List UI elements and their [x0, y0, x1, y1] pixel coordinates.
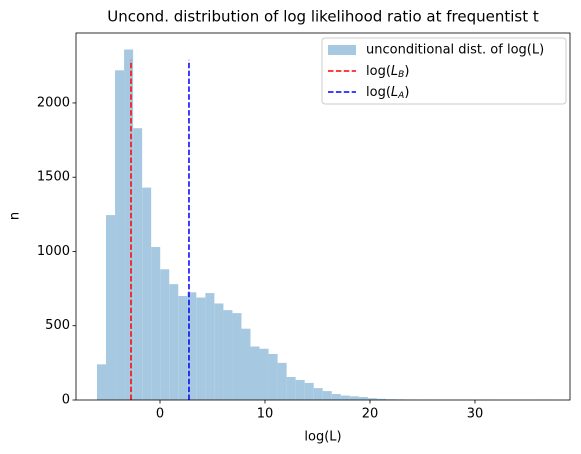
bar: [313, 388, 323, 400]
bar: [187, 292, 197, 400]
y-tick-label: 1000: [37, 244, 70, 259]
bar: [124, 49, 134, 401]
x-tick-label: 0: [156, 407, 164, 422]
legend-label-part: A: [397, 91, 404, 101]
bar: [340, 395, 350, 400]
bar: [349, 396, 359, 400]
bar: [304, 382, 314, 400]
legend-label-part: L: [391, 64, 398, 79]
bar: [259, 348, 269, 400]
y-axis-label: n: [8, 212, 23, 220]
bar: [331, 394, 341, 400]
bar: [322, 391, 332, 400]
x-tick-label: 10: [257, 407, 274, 422]
chart-title: Uncond. distribution of log likelihood r…: [107, 8, 539, 26]
legend-label: log(LB): [366, 64, 409, 80]
legend-label-part: B: [398, 70, 404, 80]
x-axis-label: log(L): [304, 430, 341, 445]
bar: [367, 398, 377, 400]
bar: [196, 297, 206, 400]
legend-label-part: L: [391, 85, 398, 100]
bar: [133, 128, 143, 400]
bar: [96, 364, 107, 400]
bar: [241, 328, 251, 400]
x-tick-label: 20: [362, 407, 379, 422]
legend-label-part: ): [404, 64, 409, 79]
legend-label-part: log(: [366, 85, 391, 100]
legend-swatch: [328, 45, 356, 55]
x-tick-label: 30: [467, 407, 484, 422]
bar: [223, 310, 233, 400]
bar: [358, 397, 368, 400]
bar: [169, 284, 179, 400]
legend-label: unconditional dist. of log(L): [366, 43, 544, 58]
bar: [106, 215, 116, 400]
bar: [277, 362, 287, 400]
bar: [115, 70, 125, 400]
legend-label: log(LA): [366, 85, 409, 101]
bar: [295, 379, 305, 400]
bar: [178, 296, 188, 400]
bar: [205, 293, 215, 400]
y-tick-label: 2000: [37, 95, 70, 110]
bar: [376, 398, 386, 400]
y-tick-label: 1500: [37, 170, 70, 185]
bar: [160, 269, 170, 400]
y-tick-label: 0: [62, 393, 70, 408]
plot-frame: [75, 32, 571, 401]
bar: [268, 353, 278, 400]
bar: [151, 247, 161, 400]
bar: [250, 346, 260, 400]
legend-label-part: log(: [366, 64, 391, 79]
bar: [286, 376, 296, 400]
y-tick-label: 500: [45, 318, 70, 333]
legend-label-part: ): [404, 85, 409, 100]
bar: [232, 313, 242, 400]
bar: [142, 187, 152, 400]
legend-box: [321, 37, 567, 105]
bar: [214, 303, 224, 400]
